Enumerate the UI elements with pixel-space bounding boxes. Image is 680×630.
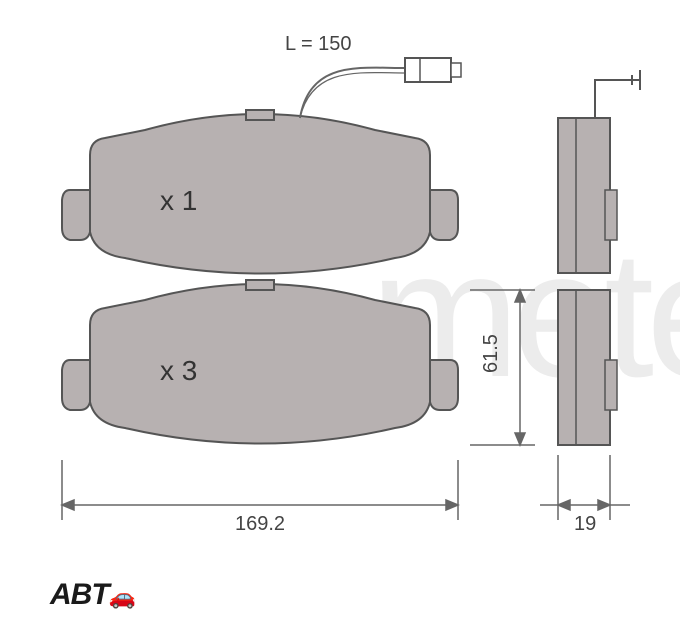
logo-text-a: ABT — [50, 578, 109, 611]
pad-top: x 1 — [62, 110, 458, 274]
wire-sensor: L = 150 — [285, 33, 461, 118]
site-logo: ABT🚗 — [50, 578, 135, 612]
wire-length-label: L = 150 — [285, 33, 352, 55]
pad-bottom-qty: x 3 — [160, 355, 197, 386]
side-view-top — [558, 70, 640, 273]
brake-pad-diagram: x 1 L = 150 x 3 — [0, 0, 680, 630]
side-view-bottom — [558, 290, 617, 445]
diagram-canvas: metelli x 1 L = 150 — [0, 0, 680, 630]
dim-width: 169.2 — [62, 460, 458, 535]
pad-bottom: x 3 — [62, 280, 458, 444]
dim-width-value: 169.2 — [235, 513, 285, 535]
dim-height: 61.5 — [470, 290, 535, 445]
dim-thickness-value: 19 — [574, 513, 596, 535]
logo-car-icon: 🚗 — [109, 584, 135, 609]
dim-thickness: 19 — [540, 455, 630, 535]
pad-top-qty: x 1 — [160, 185, 197, 216]
dim-height-value: 61.5 — [480, 334, 502, 373]
